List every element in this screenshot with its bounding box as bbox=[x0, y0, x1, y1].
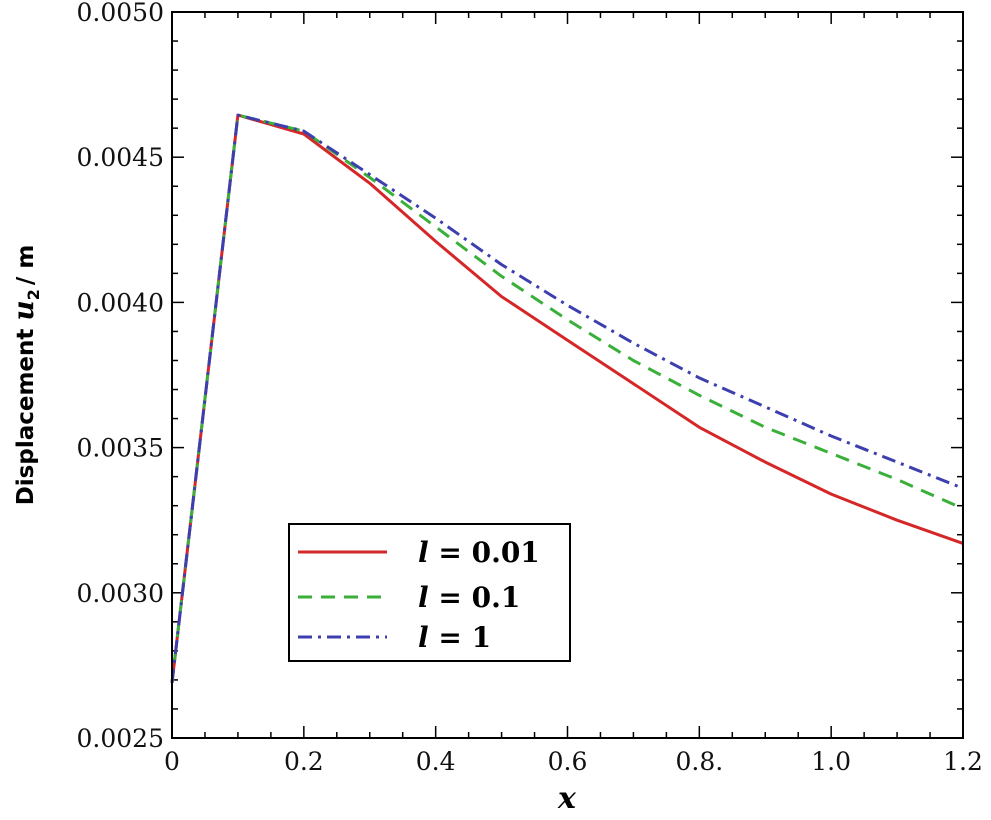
y-axis-label-subscript: 2 bbox=[24, 289, 43, 300]
series-line-l-1 bbox=[170, 113, 964, 683]
legend-label-value: = 0.1 bbox=[429, 581, 521, 614]
y-axis-label-suffix: / m bbox=[13, 245, 39, 285]
legend-label-l-0.1: l = 0.1 bbox=[418, 581, 520, 614]
x-tick-label: 0.2 bbox=[284, 747, 324, 776]
y-tick-label: 0.0030 bbox=[77, 579, 164, 608]
plot-frame bbox=[171, 11, 964, 739]
legend-label-l-1: l = 1 bbox=[418, 621, 491, 654]
x-tick-label: 1.2 bbox=[943, 747, 983, 776]
x-tick-label: 1.0 bbox=[811, 747, 851, 776]
y-tick-label: 0.0040 bbox=[77, 288, 164, 317]
y-tick-label: 0.0025 bbox=[77, 724, 164, 753]
legend-label-var: l bbox=[418, 621, 429, 654]
x-tick-label: 0.8. bbox=[675, 747, 723, 776]
x-tick-labels: 0 0.2 0.4 0.6 0.8. 1.0 1.2 bbox=[164, 747, 983, 776]
y-tick-label: 0.0045 bbox=[77, 143, 164, 172]
series-lines bbox=[170, 113, 964, 683]
x-tick-label: 0.6 bbox=[548, 747, 588, 776]
y-tick-label: 0.0050 bbox=[77, 0, 164, 27]
legend-label-var: l bbox=[418, 581, 429, 614]
legend-label-value: = 1 bbox=[429, 621, 491, 654]
legend-label-value: = 0.01 bbox=[429, 536, 540, 569]
legend: l = 0.01 l = 0.1 l = 1 bbox=[288, 523, 571, 662]
legend-label-l-0.01: l = 0.01 bbox=[418, 536, 540, 569]
y-axis-label-var: u bbox=[7, 300, 40, 320]
y-tick-label: 0.0035 bbox=[77, 434, 164, 463]
x-axis-label: x bbox=[557, 781, 577, 816]
y-tick-labels: 0.0025 0.0030 0.0035 0.0040 0.0045 0.0050 bbox=[77, 0, 164, 753]
x-tick-label: 0 bbox=[164, 747, 180, 776]
series-line-l-0.01 bbox=[170, 113, 964, 683]
y-axis-label-prefix: Displacement bbox=[13, 321, 39, 506]
x-tick-label: 0.4 bbox=[416, 747, 456, 776]
legend-label-var: l bbox=[418, 536, 429, 569]
y-axis-label: Displacement u2 / m bbox=[7, 245, 43, 506]
